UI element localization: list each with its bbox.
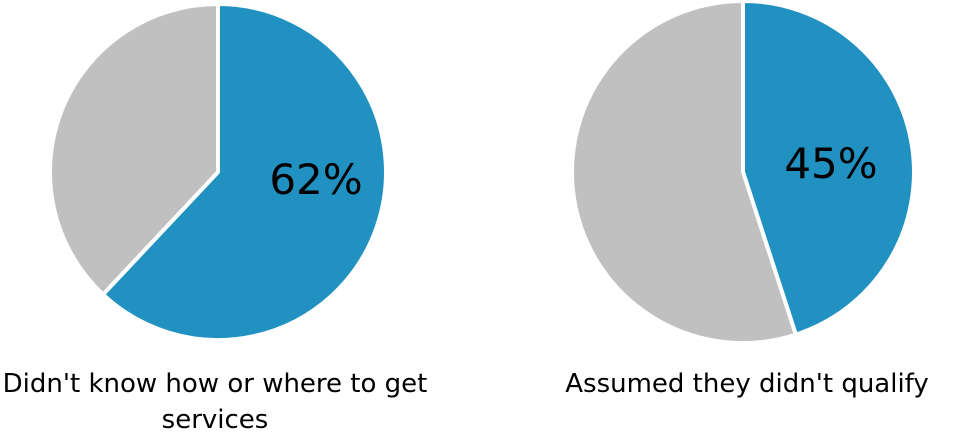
- pie-1-slice-1: [101, 2, 388, 342]
- pie-1-slice-2: [48, 2, 220, 297]
- pie-2-slice-1-label: 45%: [784, 139, 877, 188]
- pie-2-slice-2: [569, 0, 798, 345]
- pie-chart-1: 62%: [48, 2, 388, 342]
- pie-1-caption: Didn't know how or where to get services: [2, 369, 428, 435]
- pie-1-slice-1-label: 62%: [269, 155, 362, 204]
- pie-2-slice-1: [741, 0, 916, 337]
- pie-2-caption: Assumed they didn't qualify: [565, 369, 929, 399]
- pie-chart-2: 45%: [569, 0, 916, 345]
